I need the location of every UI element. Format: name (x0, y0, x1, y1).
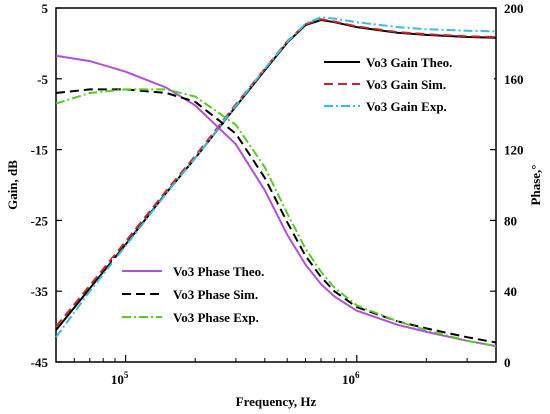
y-right-tick-label-1: 160 (504, 72, 524, 87)
legend-gain-theo-label: Vo3 Gain Theo. (366, 55, 452, 70)
y-axis-left-label: Gain, dB (5, 160, 20, 210)
legend-gain-exp-label: Vo3 Gain Exp. (366, 99, 447, 114)
y-left-tick-label-3: -25 (31, 213, 49, 228)
series-line-2 (55, 16, 497, 338)
y-left-tick-label-1: -5 (37, 72, 48, 87)
series-line-3 (55, 54, 497, 348)
y-right-tick-label-5: 0 (504, 355, 511, 370)
series-line-5 (55, 88, 497, 348)
legend-gain: Vo3 Gain Theo. Vo3 Gain Sim. Vo3 Gain Ex… (318, 49, 494, 121)
x-tick-label-0: 105 (111, 370, 129, 387)
legend-phase-sim-label: Vo3 Phase Sim. (173, 287, 258, 302)
y-right-tick-label-2: 120 (504, 143, 524, 158)
y-left-tick-label-2: -15 (31, 143, 49, 158)
plot-frame (55, 7, 497, 363)
y-right-tick-label-4: 40 (504, 284, 517, 299)
legend-phase: Vo3 Phase Theo. Vo3 Phase Sim. Vo3 Phase… (112, 258, 298, 330)
x-axis-label: Frequency, Hz (236, 394, 317, 409)
x-tick-exponent-0: 5 (124, 370, 129, 380)
x-tick-label-1: 106 (342, 370, 360, 387)
y-right-tick-label-0: 200 (504, 1, 524, 16)
y-axis-right-label: Phase,° (528, 165, 543, 206)
legend-gain-sim-label: Vo3 Gain Sim. (366, 77, 446, 92)
plot-lines (55, 16, 497, 348)
legend-phase-exp-label: Vo3 Phase Exp. (173, 310, 259, 325)
y-left-tick-label-4: -35 (31, 284, 49, 299)
y-right-tick-label-3: 80 (504, 213, 517, 228)
legend-phase-theo-label: Vo3 Phase Theo. (173, 264, 264, 279)
series-line-4 (55, 88, 497, 344)
x-tick-exponent-1: 6 (355, 370, 360, 380)
y-left-tick-label-5: -45 (31, 355, 49, 370)
y-left-tick-label-0: 5 (42, 1, 49, 16)
